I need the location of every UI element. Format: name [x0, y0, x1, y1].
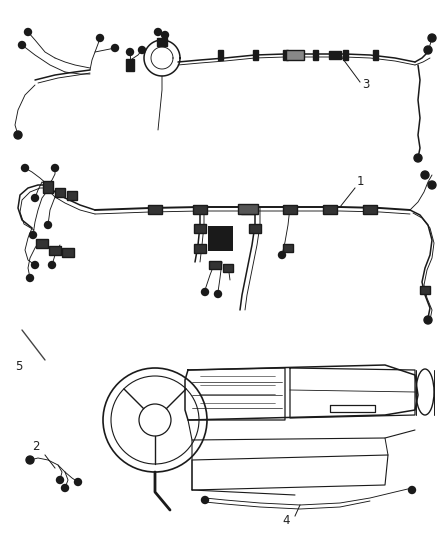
Text: 3: 3 [362, 78, 369, 91]
Bar [252, 50, 258, 60]
Bar [249, 223, 261, 232]
Bar [238, 204, 258, 214]
Circle shape [414, 154, 422, 162]
Circle shape [45, 222, 52, 229]
Circle shape [52, 165, 59, 172]
Circle shape [61, 484, 68, 491]
Circle shape [32, 262, 39, 269]
Circle shape [96, 35, 103, 42]
Bar [157, 38, 167, 46]
Circle shape [279, 252, 286, 259]
Text: 2: 2 [32, 440, 39, 453]
Bar [312, 50, 318, 60]
Circle shape [215, 290, 222, 297]
Bar [148, 205, 162, 214]
Bar [194, 244, 206, 253]
Bar [283, 50, 287, 60]
Circle shape [127, 49, 134, 55]
Circle shape [155, 28, 162, 36]
Bar [194, 223, 206, 232]
Bar [193, 205, 207, 214]
Circle shape [57, 477, 64, 483]
Bar [283, 205, 297, 214]
Circle shape [428, 181, 436, 189]
Bar [372, 50, 378, 60]
Bar [209, 261, 221, 269]
Bar [323, 205, 337, 214]
Circle shape [138, 46, 145, 53]
Circle shape [421, 171, 429, 179]
Circle shape [21, 165, 28, 172]
Circle shape [162, 31, 169, 38]
Text: 4: 4 [282, 514, 290, 527]
Circle shape [27, 274, 33, 281]
Circle shape [49, 262, 56, 269]
Bar [55, 188, 65, 197]
Bar [420, 286, 430, 294]
Bar [223, 264, 233, 272]
Bar [343, 50, 347, 60]
Bar [286, 50, 304, 60]
Bar [43, 181, 53, 193]
Circle shape [428, 34, 436, 42]
Text: 1: 1 [357, 175, 364, 188]
Circle shape [14, 131, 22, 139]
Circle shape [74, 479, 81, 486]
Bar [67, 190, 77, 199]
Circle shape [201, 497, 208, 504]
Bar [62, 247, 74, 256]
Circle shape [424, 46, 432, 54]
Circle shape [25, 28, 32, 36]
Bar [241, 205, 255, 214]
Bar [283, 244, 293, 252]
Circle shape [409, 487, 416, 494]
Bar [363, 205, 377, 214]
Bar [36, 238, 48, 247]
Text: 5: 5 [15, 360, 22, 373]
Circle shape [32, 195, 39, 201]
Circle shape [424, 316, 432, 324]
Bar [49, 246, 61, 254]
Bar [329, 51, 341, 59]
Bar [218, 50, 223, 60]
Bar [126, 59, 134, 71]
Circle shape [201, 288, 208, 295]
Circle shape [26, 456, 34, 464]
Circle shape [112, 44, 119, 52]
Circle shape [18, 42, 25, 49]
Circle shape [29, 231, 36, 238]
